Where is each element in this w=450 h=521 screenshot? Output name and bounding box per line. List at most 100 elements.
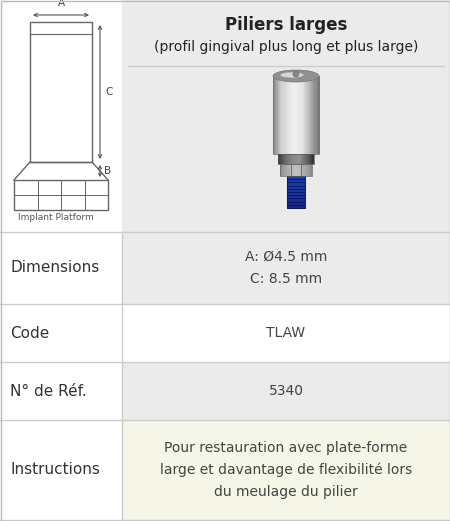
Bar xyxy=(310,164,312,176)
Bar xyxy=(278,76,279,154)
Text: Pour restauration avec plate-forme
large et davantage de flexibilité lors
du meu: Pour restauration avec plate-forme large… xyxy=(160,441,412,499)
Bar xyxy=(122,304,450,362)
Bar xyxy=(281,76,283,154)
Bar xyxy=(307,76,309,154)
Bar xyxy=(305,154,307,164)
Bar xyxy=(315,76,317,154)
Bar xyxy=(287,201,305,205)
Bar xyxy=(280,164,283,176)
Bar xyxy=(282,164,285,176)
Bar xyxy=(300,154,302,164)
Text: Instructions: Instructions xyxy=(10,463,100,478)
Bar xyxy=(298,76,300,154)
Bar xyxy=(284,76,286,154)
Bar xyxy=(295,76,297,154)
Text: N° de Réf.: N° de Réf. xyxy=(10,383,87,399)
Text: Implant Platform: Implant Platform xyxy=(18,214,94,222)
Text: Piliers larges: Piliers larges xyxy=(225,16,347,34)
Circle shape xyxy=(293,71,299,77)
Bar xyxy=(14,180,108,210)
Text: Dimensions: Dimensions xyxy=(10,260,99,276)
Bar xyxy=(309,154,310,164)
Bar xyxy=(303,76,305,154)
Bar xyxy=(0,304,122,362)
Bar xyxy=(280,164,312,176)
Bar xyxy=(286,76,287,154)
Bar xyxy=(284,154,286,164)
Bar xyxy=(307,154,309,164)
Text: TLAW: TLAW xyxy=(266,326,306,340)
Bar xyxy=(122,420,450,520)
Bar xyxy=(0,420,122,520)
Bar xyxy=(293,164,295,176)
Bar xyxy=(303,154,305,164)
Bar xyxy=(306,76,308,154)
Bar xyxy=(306,164,308,176)
Bar xyxy=(274,76,276,154)
Bar xyxy=(280,154,282,164)
Bar xyxy=(290,76,292,154)
Bar xyxy=(310,76,311,154)
Bar xyxy=(0,232,122,304)
Bar xyxy=(287,205,305,208)
Bar xyxy=(289,154,291,164)
Bar xyxy=(287,182,305,185)
Bar xyxy=(305,76,307,154)
Bar xyxy=(287,192,305,195)
Bar xyxy=(287,176,305,208)
Bar xyxy=(317,76,318,154)
Bar xyxy=(287,179,305,182)
Bar xyxy=(313,76,315,154)
Bar xyxy=(304,76,306,154)
Bar xyxy=(312,76,314,154)
Bar xyxy=(294,76,295,154)
Bar xyxy=(278,154,314,164)
Bar xyxy=(282,76,284,154)
Bar xyxy=(299,164,302,176)
Bar xyxy=(279,76,280,154)
Bar xyxy=(122,0,450,232)
Bar xyxy=(284,76,285,154)
Text: Code: Code xyxy=(10,326,49,341)
Text: A: Ø4.5 mm
C: 8.5 mm: A: Ø4.5 mm C: 8.5 mm xyxy=(245,250,327,286)
Bar xyxy=(285,154,288,164)
Bar xyxy=(310,154,312,164)
Bar xyxy=(288,164,291,176)
Bar xyxy=(297,76,299,154)
Bar xyxy=(282,154,284,164)
Bar xyxy=(301,164,304,176)
Bar xyxy=(0,0,122,232)
Bar xyxy=(287,164,289,176)
Bar xyxy=(296,154,298,164)
Bar xyxy=(122,232,450,304)
Text: 5340: 5340 xyxy=(269,384,303,398)
Bar xyxy=(284,164,287,176)
Text: (profil gingival plus long et plus large): (profil gingival plus long et plus large… xyxy=(154,40,418,54)
Bar xyxy=(298,154,300,164)
Bar xyxy=(291,154,292,164)
Bar xyxy=(288,76,290,154)
Bar xyxy=(295,164,297,176)
Bar xyxy=(273,76,319,154)
Bar xyxy=(30,22,92,162)
Bar xyxy=(287,176,305,179)
Bar xyxy=(289,76,291,154)
Bar xyxy=(273,76,274,154)
Bar xyxy=(275,76,277,154)
Bar xyxy=(287,185,305,189)
Text: C: C xyxy=(105,87,112,97)
Bar xyxy=(276,76,278,154)
Bar xyxy=(309,76,310,154)
Bar xyxy=(291,164,293,176)
Bar xyxy=(303,164,306,176)
Bar xyxy=(296,76,297,154)
Text: B: B xyxy=(104,166,111,176)
Bar xyxy=(294,154,296,164)
Bar xyxy=(292,76,293,154)
Ellipse shape xyxy=(273,70,319,82)
Bar xyxy=(287,195,305,199)
Bar xyxy=(302,76,303,154)
Bar xyxy=(318,76,320,154)
Bar xyxy=(278,154,280,164)
Bar xyxy=(287,198,305,202)
